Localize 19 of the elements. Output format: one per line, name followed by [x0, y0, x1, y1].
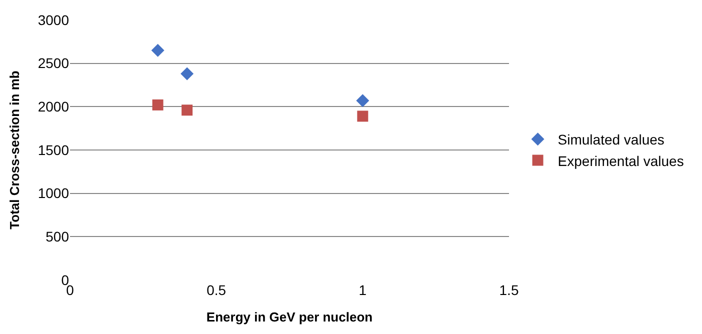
- y-tick-label: 3000: [38, 12, 70, 28]
- point: [151, 44, 164, 57]
- point: [152, 99, 164, 110]
- y-tick-label: 1500: [38, 142, 70, 158]
- x-tick-label: 1: [358, 282, 367, 298]
- y-tick-label: 1000: [38, 185, 70, 202]
- x-axis-title: Energy in GeV per nucleon: [206, 310, 373, 325]
- y-tick-label: 500: [46, 228, 70, 245]
- x-tick-label: 1.5: [499, 282, 519, 298]
- point: [180, 67, 194, 80]
- x-tick-label: 0.5: [206, 282, 226, 298]
- legend-label: Simulated values: [558, 132, 664, 148]
- point: [357, 110, 368, 122]
- point: [182, 104, 193, 116]
- y-tick-label: 2500: [38, 55, 70, 72]
- legend-label: Experimental values: [558, 152, 684, 169]
- point: [356, 94, 370, 108]
- y-axis-title: Total Cross-section in mb: [6, 70, 22, 230]
- y-tick-label: 2000: [38, 98, 70, 115]
